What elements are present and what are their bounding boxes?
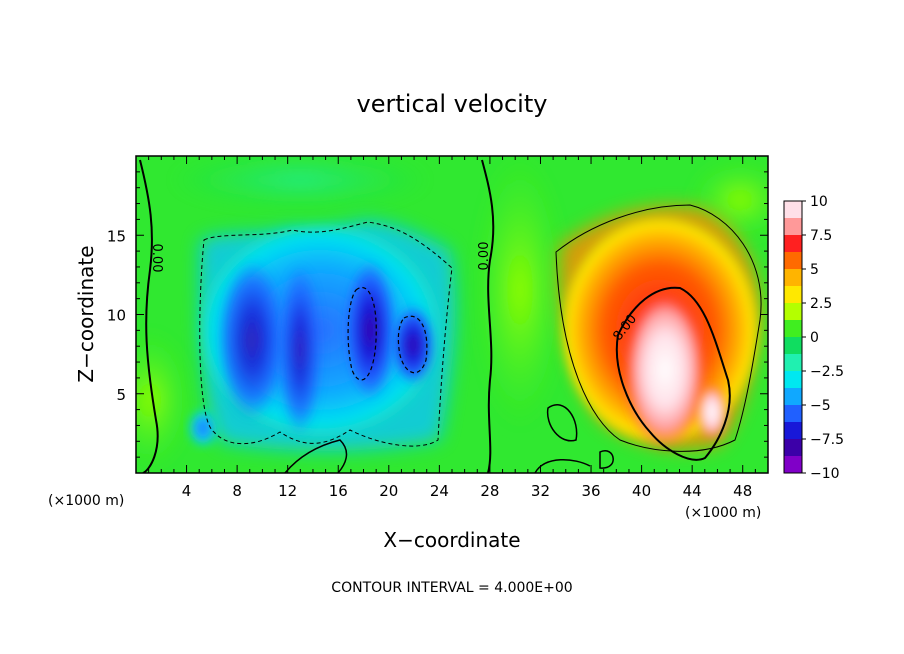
colorbar-swatch [784, 354, 802, 372]
y-tick-label: 15 [107, 227, 126, 245]
x-tick-label: 40 [632, 482, 651, 500]
colorbar-swatch [784, 235, 802, 253]
x-tick-label: 24 [430, 482, 449, 500]
colorbar-swatch [784, 201, 802, 219]
x-tick-label: 48 [733, 482, 752, 500]
colorbar-swatch [784, 286, 802, 304]
contour-label-left: 0.00 [149, 244, 164, 273]
colorbar-label: −2.5 [810, 364, 844, 380]
colorbar-label: 0 [810, 330, 819, 346]
positive-contour-8 [615, 286, 731, 461]
zero-contour-bottom-left [284, 439, 348, 473]
colorbar-swatch [784, 303, 802, 321]
x-tick-label: 8 [232, 482, 242, 500]
colorbar-swatch [784, 422, 802, 440]
colorbar-swatch [784, 337, 802, 355]
colorbar-swatch [784, 439, 802, 457]
colorbar-swatch [784, 405, 802, 423]
y-tick-label: 5 [116, 386, 126, 404]
x-axis-title: X−coordinate [383, 528, 520, 552]
colorbar-swatch [784, 456, 802, 474]
zero-contour-middle [481, 159, 495, 473]
colorbar-label: 7.5 [810, 228, 832, 244]
contour-lines [139, 159, 762, 473]
colorbar-swatch [784, 218, 802, 236]
chart-title: vertical velocity [357, 90, 548, 118]
contour-interval-note: CONTOUR INTERVAL = 4.000E+00 [331, 580, 572, 596]
colorbar: 10 7.5 5 2.5 0 −2.5 −5 −7.5 −10 [783, 194, 844, 482]
colorbar-swatch [784, 269, 802, 287]
negative-contour-inner [347, 287, 428, 381]
zero-contour-left [139, 159, 159, 473]
colorbar-swatch [784, 320, 802, 338]
colorbar-swatch [784, 371, 802, 389]
x-tick-label: 44 [683, 482, 702, 500]
y-axis-title: Z−coordinate [74, 245, 98, 382]
colorbar-label: 2.5 [810, 296, 832, 312]
x-tick-label: 12 [278, 482, 297, 500]
x-tick-label: 20 [379, 482, 398, 500]
positive-contour-outer [555, 204, 762, 452]
colorbar-label: −10 [810, 466, 840, 482]
contour-label-middle: 0.00 [477, 242, 492, 271]
x-tick-label: 16 [329, 482, 348, 500]
x-tick-label: 4 [182, 482, 192, 500]
x-unit-left: (×1000 m) [48, 493, 124, 509]
x-tick-label: 36 [581, 482, 600, 500]
colorbar-label: 5 [810, 262, 819, 278]
colorbar-swatch [784, 252, 802, 270]
velocity-field [136, 156, 768, 473]
x-tick-label: 32 [531, 482, 550, 500]
colorbar-label: 10 [810, 194, 828, 210]
colorbar-label: −7.5 [810, 432, 844, 448]
colorbar-swatch [784, 388, 802, 406]
y-tick-label: 10 [107, 307, 126, 325]
colorbar-label: −5 [810, 398, 831, 414]
x-unit-right: (×1000 m) [685, 505, 761, 521]
x-tick-label: 28 [480, 482, 499, 500]
zero-contour-bottom-right [534, 404, 614, 473]
negative-contour-outer [199, 221, 453, 447]
